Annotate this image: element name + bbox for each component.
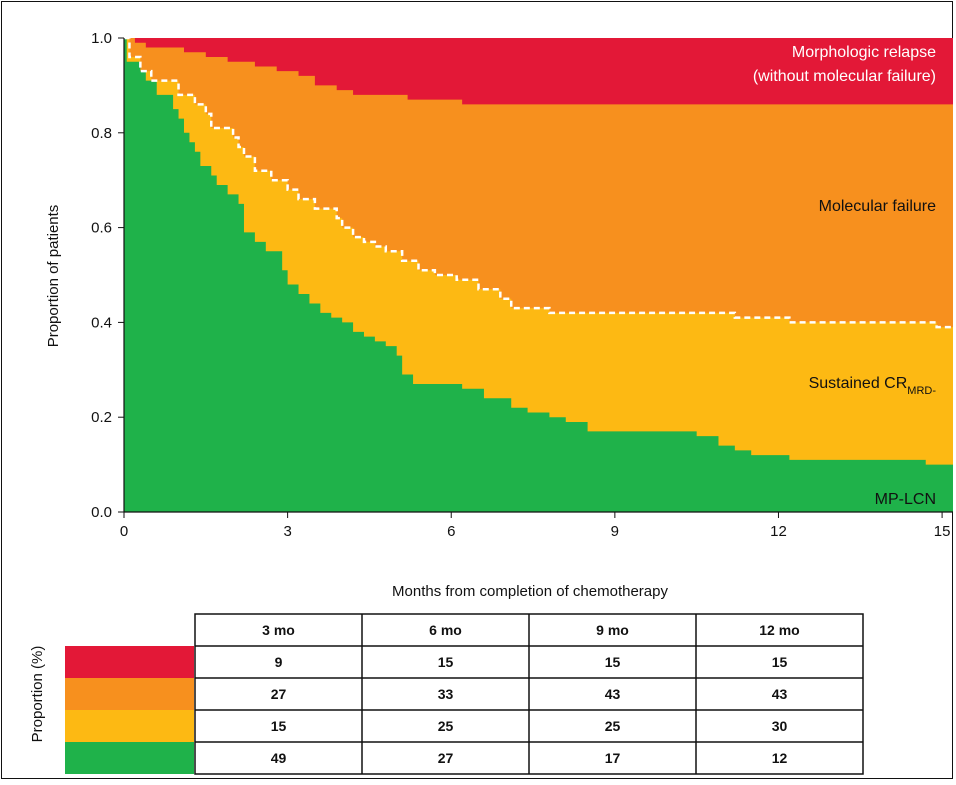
annotation-sustained-cr: Sustained CRMRD-: [809, 375, 937, 397]
x-tick-label: 9: [611, 523, 619, 540]
y-tick-label: 0.4: [91, 314, 112, 331]
annotation-sustained-cr-sub: MRD-: [907, 385, 936, 397]
table-cell: 49: [271, 750, 287, 766]
axes: 0.0 0.2 0.4 0.6 0.8 1.0 0 3 6 9 12 15: [91, 30, 953, 540]
table-cell: 17: [605, 750, 621, 766]
sustained-cr-boundary-line: [124, 36, 953, 329]
table-cell: 27: [271, 686, 287, 702]
x-tick-label: 6: [447, 523, 455, 540]
y-tick-label: 0.2: [91, 409, 112, 426]
table-cell: 43: [772, 686, 788, 702]
y-tick-label: 1.0: [91, 30, 112, 47]
annotation-sustained-cr-main: Sustained CR: [809, 375, 908, 392]
table-cell: 9: [275, 654, 283, 670]
table-row-swatch: [65, 646, 194, 678]
table-cell: 15: [438, 654, 454, 670]
y-tick-label: 0.8: [91, 125, 112, 142]
table-column-header: 6 mo: [429, 622, 462, 638]
plot-area: [124, 36, 953, 512]
table-row-swatch: [65, 710, 194, 742]
table-cell: 15: [271, 718, 287, 734]
x-tick-label: 0: [120, 523, 128, 540]
table-cell: 33: [438, 686, 454, 702]
table-row-swatch: [65, 742, 194, 774]
mp-lcn-area: [124, 38, 953, 512]
annotation-morphologic-relapse-line2: (without molecular failure): [753, 68, 936, 85]
proportion-table: 3 mo 6 mo 9 mo 12 mo 9 15 15 15 27 33 43 43 15 25 25 30…: [65, 613, 864, 775]
table-y-label: Proportion (%): [29, 646, 46, 743]
table-row-swatch: [65, 678, 194, 710]
annotation-molecular-failure: Molecular failure: [819, 198, 936, 215]
table-cell: 12: [772, 750, 788, 766]
x-tick-label: 3: [283, 523, 291, 540]
y-axis-title: Proportion of patients: [45, 205, 62, 348]
table-cell: 27: [438, 750, 454, 766]
table-cell: 30: [772, 718, 788, 734]
table-column-header: 9 mo: [596, 622, 629, 638]
table-cell: 43: [605, 686, 621, 702]
annotation-morphologic-relapse-line1: Morphologic relapse: [792, 44, 936, 61]
table-cell: 15: [605, 654, 621, 670]
y-tick-label: 0.0: [91, 504, 112, 521]
x-axis-title: Months from completion of chemotherapy: [392, 583, 668, 600]
table-cell: 25: [605, 718, 621, 734]
annotation-mp-lcn: MP-LCN: [875, 491, 936, 508]
x-tick-label: 15: [934, 523, 951, 540]
table-column-header: 3 mo: [262, 622, 295, 638]
table-cell: 25: [438, 718, 454, 734]
x-tick-label: 12: [770, 523, 787, 540]
table-column-header: 12 mo: [759, 622, 799, 638]
table-cell: 15: [772, 654, 788, 670]
y-tick-label: 0.6: [91, 220, 112, 237]
